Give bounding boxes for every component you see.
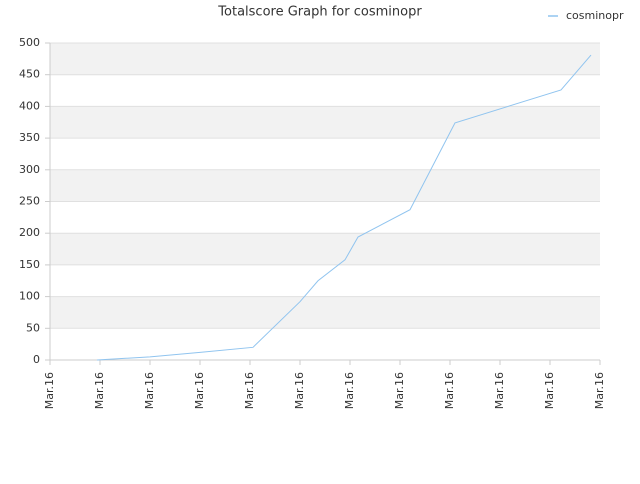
y-tick-label: 150 (19, 258, 40, 271)
x-tick-label: Mar.16 (93, 372, 106, 409)
y-tick-label: 100 (19, 290, 40, 303)
y-tick-label: 0 (33, 353, 40, 366)
x-tick-label: Mar.16 (493, 372, 506, 409)
x-tick-label: Mar.16 (293, 372, 306, 409)
x-tick-label: Mar.16 (243, 372, 256, 409)
x-tick-label: Mar.16 (43, 372, 56, 409)
x-tick-label: Mar.16 (143, 372, 156, 409)
x-tick-label: Mar.16 (193, 372, 206, 409)
x-tick-label: Mar.16 (343, 372, 356, 409)
grid-band (50, 296, 600, 329)
grid-band (50, 106, 600, 139)
x-tick-label: Mar.16 (443, 372, 456, 409)
y-tick-label: 500 (19, 36, 40, 49)
y-tick-label: 50 (26, 321, 40, 334)
y-tick-label: 450 (19, 68, 40, 81)
legend-label: cosminopr (566, 9, 624, 22)
line (96, 54, 592, 361)
chart-title: Totalscore Graph for cosminopr (217, 5, 422, 20)
x-tick-label: Mar.16 (593, 372, 606, 409)
y-tick-label: 400 (19, 99, 40, 112)
y-tick-label: 300 (19, 163, 40, 176)
grid-band (50, 233, 600, 265)
x-tick-label: Mar.16 (543, 372, 556, 409)
grid-band (50, 43, 600, 75)
grid-band (50, 169, 600, 202)
y-tick-label: 350 (19, 131, 40, 144)
y-tick-label: 200 (19, 226, 40, 239)
x-tick-label: Mar.16 (393, 372, 406, 409)
y-tick-label: 250 (19, 195, 40, 208)
